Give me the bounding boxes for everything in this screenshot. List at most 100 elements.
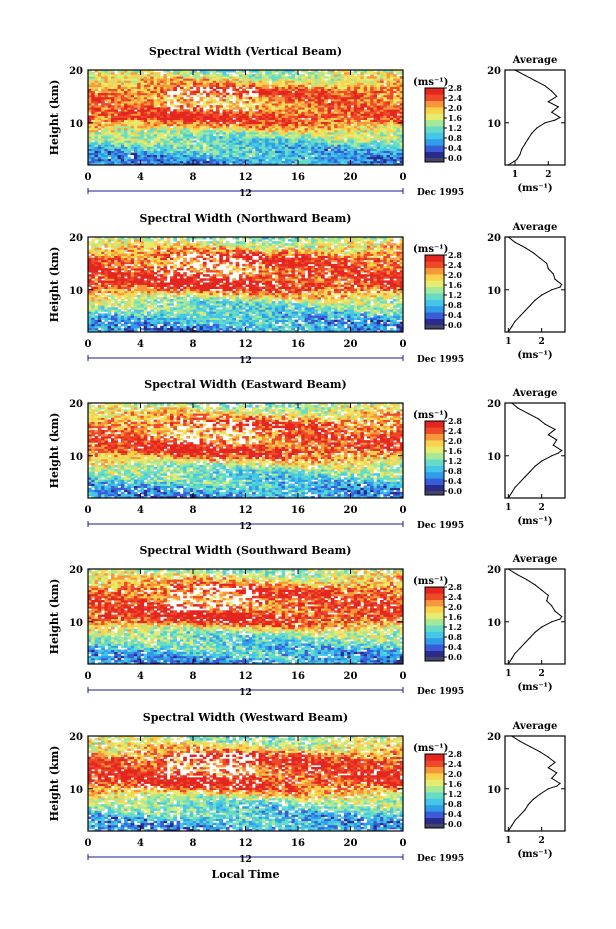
- heatmap-cell: [124, 327, 128, 331]
- heatmap-cell: [393, 76, 397, 79]
- heatmap-cell: [366, 107, 371, 110]
- heatmap-cell: [307, 319, 312, 323]
- heatmap-cell: [130, 84, 135, 87]
- heatmap-cell: [330, 125, 335, 129]
- heatmap-cell: [399, 82, 404, 85]
- heatmap-cell: [245, 146, 250, 149]
- heatmap-cell: [370, 323, 374, 327]
- heatmap-cell: [153, 115, 158, 118]
- heatmap-cell: [327, 162, 332, 166]
- heatmap-cell: [337, 96, 342, 100]
- heatmap-cell: [143, 76, 148, 79]
- heatmap-cell: [261, 92, 266, 96]
- heatmap-cell: [386, 154, 391, 158]
- heatmap-cell: [88, 123, 92, 127]
- heatmap-cell: [173, 329, 177, 333]
- heatmap-cell: [222, 321, 227, 325]
- heatmap-cell: [107, 86, 112, 89]
- heatmap-cell: [238, 156, 243, 160]
- heatmap-cell: [215, 160, 220, 164]
- heatmap-cell: [307, 105, 312, 108]
- heatmap-cell: [357, 94, 361, 98]
- heatmap-cell: [370, 90, 374, 94]
- heatmap-cell: [137, 123, 141, 127]
- heatmap-cell: [229, 127, 233, 131]
- heatmap-cell: [350, 115, 355, 118]
- heatmap-cell: [255, 84, 260, 87]
- heatmap-cell: [304, 121, 309, 125]
- heatmap-cell: [380, 111, 384, 114]
- heatmap-cell: [278, 123, 282, 127]
- heatmap-cell: [281, 103, 286, 106]
- heatmap-cell: [186, 138, 191, 141]
- heatmap-cell: [366, 146, 371, 149]
- heatmap-cell: [179, 109, 184, 112]
- heatmap-cell: [97, 117, 102, 120]
- heatmap-cell: [370, 160, 374, 164]
- heatmap-cell: [186, 140, 191, 143]
- heatmap-cell: [261, 323, 266, 327]
- heatmap-cell: [370, 94, 374, 98]
- heatmap-cell: [104, 123, 109, 127]
- heatmap-cell: [183, 111, 187, 114]
- heatmap-cell: [255, 150, 260, 154]
- heatmap-cell: [363, 123, 368, 127]
- heatmap-cell: [248, 142, 253, 145]
- heatmap-cell: [245, 129, 250, 133]
- heatmap-cell: [373, 107, 378, 110]
- heatmap-cell: [199, 329, 204, 333]
- heatmap-cell: [278, 111, 282, 114]
- heatmap-cell: [163, 140, 168, 143]
- heatmap-cell: [298, 325, 302, 329]
- heatmap-cell: [330, 158, 335, 162]
- heatmap-cell: [363, 117, 368, 120]
- heatmap-cell: [291, 86, 296, 89]
- heatmap-cell: [199, 76, 204, 79]
- heatmap-cell: [252, 136, 256, 139]
- heatmap-cell: [209, 162, 214, 166]
- heatmap-cell: [150, 134, 155, 137]
- heatmap-cell: [225, 117, 230, 120]
- heatmap-cell: [399, 92, 404, 96]
- heatmap-cell: [334, 127, 338, 131]
- heatmap-cell: [258, 134, 263, 137]
- heatmap-cell: [124, 144, 128, 147]
- heatmap-cell: [258, 327, 263, 331]
- heatmap-cell: [193, 156, 197, 160]
- heatmap-cell: [120, 156, 125, 160]
- heatmap-cell: [307, 119, 312, 123]
- heatmap-cell: [150, 313, 155, 316]
- heatmap-cell: [271, 78, 276, 81]
- heatmap-cell: [91, 134, 95, 137]
- heatmap-cell: [255, 80, 260, 83]
- heatmap-cell: [104, 156, 109, 160]
- heatmap-cell: [288, 317, 292, 321]
- heatmap-cell: [311, 160, 315, 164]
- heatmap-cell: [202, 123, 207, 127]
- heatmap-cell: [91, 125, 95, 129]
- heatmap-cell: [370, 100, 374, 104]
- heatmap-cell: [271, 96, 276, 100]
- heatmap-cell: [104, 105, 109, 108]
- heatmap-cell: [258, 78, 263, 81]
- heatmap-cell: [370, 134, 374, 137]
- heatmap-cell: [357, 160, 361, 164]
- heatmap-cell: [202, 131, 207, 135]
- heatmap-cell: [245, 113, 250, 116]
- heatmap-cell: [291, 313, 296, 316]
- heatmap-cell: [133, 90, 138, 94]
- heatmap-cell: [225, 80, 230, 83]
- heatmap-cell: [225, 319, 230, 323]
- heatmap-cell: [137, 146, 141, 149]
- profile-x-label: (ms⁻¹): [517, 183, 552, 194]
- heatmap-cell: [376, 80, 381, 83]
- heatmap-cell: [330, 138, 335, 141]
- heatmap-cell: [284, 103, 289, 106]
- heatmap-cell: [298, 88, 302, 92]
- heatmap-cell: [183, 317, 187, 321]
- heatmap-cell: [114, 315, 118, 318]
- heatmap-cell: [304, 162, 309, 166]
- heatmap-cell: [265, 131, 269, 135]
- heatmap-cell: [202, 325, 207, 329]
- heatmap-cell: [317, 86, 322, 89]
